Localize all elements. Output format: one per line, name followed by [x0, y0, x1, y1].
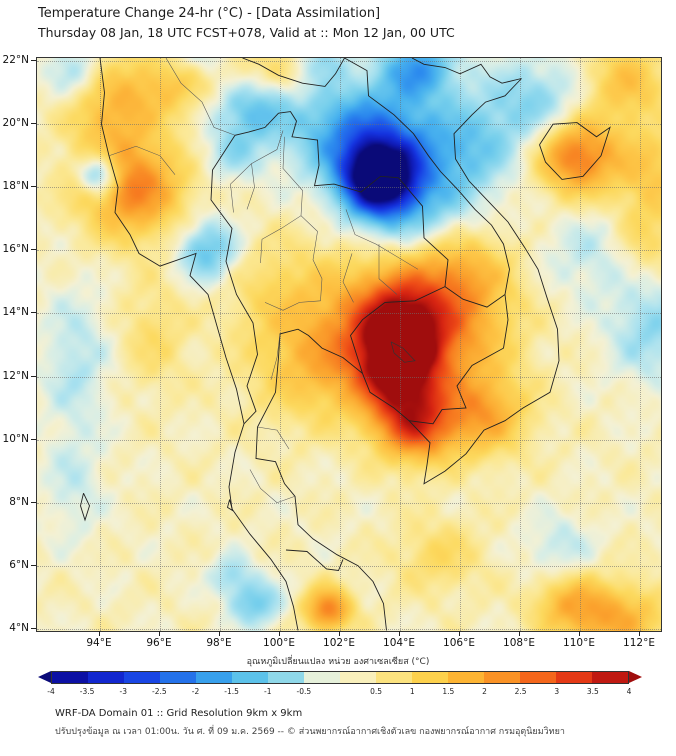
- temperature-heatmap-canvas: [37, 58, 661, 631]
- colorbar-segment: [160, 672, 196, 683]
- latitude-label: 6°N: [9, 558, 29, 571]
- latitude-label: 22°N: [2, 54, 29, 67]
- colorbar-segment: [376, 672, 412, 683]
- colorbar-right-arrow: [629, 671, 642, 683]
- latitude-tick: [31, 186, 36, 188]
- latitude-label: 10°N: [2, 432, 29, 445]
- colorbar-tick-label: -1: [264, 687, 272, 696]
- longitude-label: 108°E: [503, 637, 535, 649]
- latitude-tick: [31, 312, 36, 314]
- longitude-label: 112°E: [623, 637, 655, 649]
- longitude-tick: [159, 631, 160, 636]
- longitude-tick: [519, 631, 520, 636]
- latitude-tick: [31, 60, 36, 62]
- colorbar-tick-label: 1: [409, 687, 415, 696]
- colorbar-tick-label: 3.5: [586, 687, 599, 696]
- longitude-label: 94°E: [86, 637, 112, 649]
- map-plot-area: [36, 57, 662, 632]
- latitude-label: 12°N: [2, 369, 29, 382]
- latitude-label: 8°N: [9, 495, 29, 508]
- colorbar-tick-label: -3: [119, 687, 127, 696]
- colorbar-segments: [51, 671, 629, 684]
- latitude-tick: [31, 438, 36, 440]
- latitude-tick: [31, 501, 36, 503]
- colorbar-segment: [52, 672, 88, 683]
- latitude-label: 14°N: [2, 306, 29, 319]
- longitude-label: 102°E: [323, 637, 355, 649]
- colorbar-segment: [196, 672, 232, 683]
- longitude-label: 106°E: [443, 637, 475, 649]
- latitude-tick: [31, 564, 36, 566]
- colorbar-tick-label: -0.5: [296, 687, 312, 696]
- colorbar-segment: [304, 672, 340, 683]
- colorbar-segment: [88, 672, 124, 683]
- latitude-label: 18°N: [2, 180, 29, 193]
- colorbar-tick-label: -2: [191, 687, 200, 696]
- page-title: Temperature Change 24-hr (°C) - [Data As…: [38, 6, 381, 21]
- colorbar-left-arrow: [38, 671, 51, 683]
- longitude-tick: [99, 631, 100, 636]
- longitude-label: 100°E: [263, 637, 295, 649]
- colorbar-tick-label: -2.5: [152, 687, 167, 696]
- colorbar-tick-labels: -4 -3.5 -3 -2.5 -2 -1.5 -1 -0.5 0.5 1 1.5 2 2.5 3 3.5 4: [38, 687, 642, 697]
- colorbar-segment: [592, 672, 628, 683]
- longitude-tick: [579, 631, 580, 636]
- colorbar-segment: [340, 672, 376, 683]
- colorbar-tick-label: 1.5: [442, 687, 455, 696]
- colorbar-segment: [412, 672, 448, 683]
- colorbar-tick-label: 0.5: [370, 687, 383, 696]
- colorbar-label: อุณหภูมิเปลี่ยนแปลง หน่วย องศาเซลเซียส (…: [246, 657, 430, 667]
- footer-update-info: ปรับปรุงข้อมูล ณ เวลา 01:00น. วัน ศ. ที่…: [55, 727, 565, 737]
- colorbar-segment: [520, 672, 556, 683]
- longitude-tick: [339, 631, 340, 636]
- colorbar-tick-label: -3.5: [79, 687, 95, 696]
- colorbar-tick-label: -1.5: [224, 687, 239, 696]
- longitude-tick: [639, 631, 640, 636]
- colorbar-segment: [484, 672, 520, 683]
- colorbar-segment: [124, 672, 160, 683]
- latitude-tick: [31, 375, 36, 377]
- longitude-label: 104°E: [383, 637, 415, 649]
- colorbar-tick-label: 2: [482, 687, 487, 696]
- longitude-tick: [459, 631, 460, 636]
- longitude-tick: [219, 631, 220, 636]
- colorbar-segment: [268, 672, 304, 683]
- longitude-tick: [279, 631, 280, 636]
- latitude-label: 4°N: [9, 621, 29, 634]
- longitude-label: 96°E: [146, 637, 172, 649]
- colorbar-segment: [232, 672, 268, 683]
- longitude-label: 98°E: [206, 637, 232, 649]
- colorbar: [38, 671, 642, 684]
- colorbar-segment: [448, 672, 484, 683]
- latitude-tick: [31, 249, 36, 251]
- longitude-label: 110°E: [563, 637, 595, 649]
- colorbar-tick-label: 2.5: [514, 687, 527, 696]
- colorbar-tick-label: 4: [626, 687, 632, 696]
- page-subtitle: Thursday 08 Jan, 18 UTC FCST+078, Valid …: [38, 25, 455, 40]
- colorbar-segment: [556, 672, 592, 683]
- latitude-tick: [31, 123, 36, 125]
- latitude-label: 20°N: [2, 117, 29, 130]
- latitude-label: 16°N: [2, 243, 29, 256]
- latitude-tick: [31, 627, 36, 629]
- longitude-tick: [399, 631, 400, 636]
- colorbar-tick-label: -4: [47, 687, 55, 696]
- colorbar-tick-label: 3: [554, 687, 560, 696]
- footer-domain-info: WRF-DA Domain 01 :: Grid Resolution 9km …: [55, 708, 303, 719]
